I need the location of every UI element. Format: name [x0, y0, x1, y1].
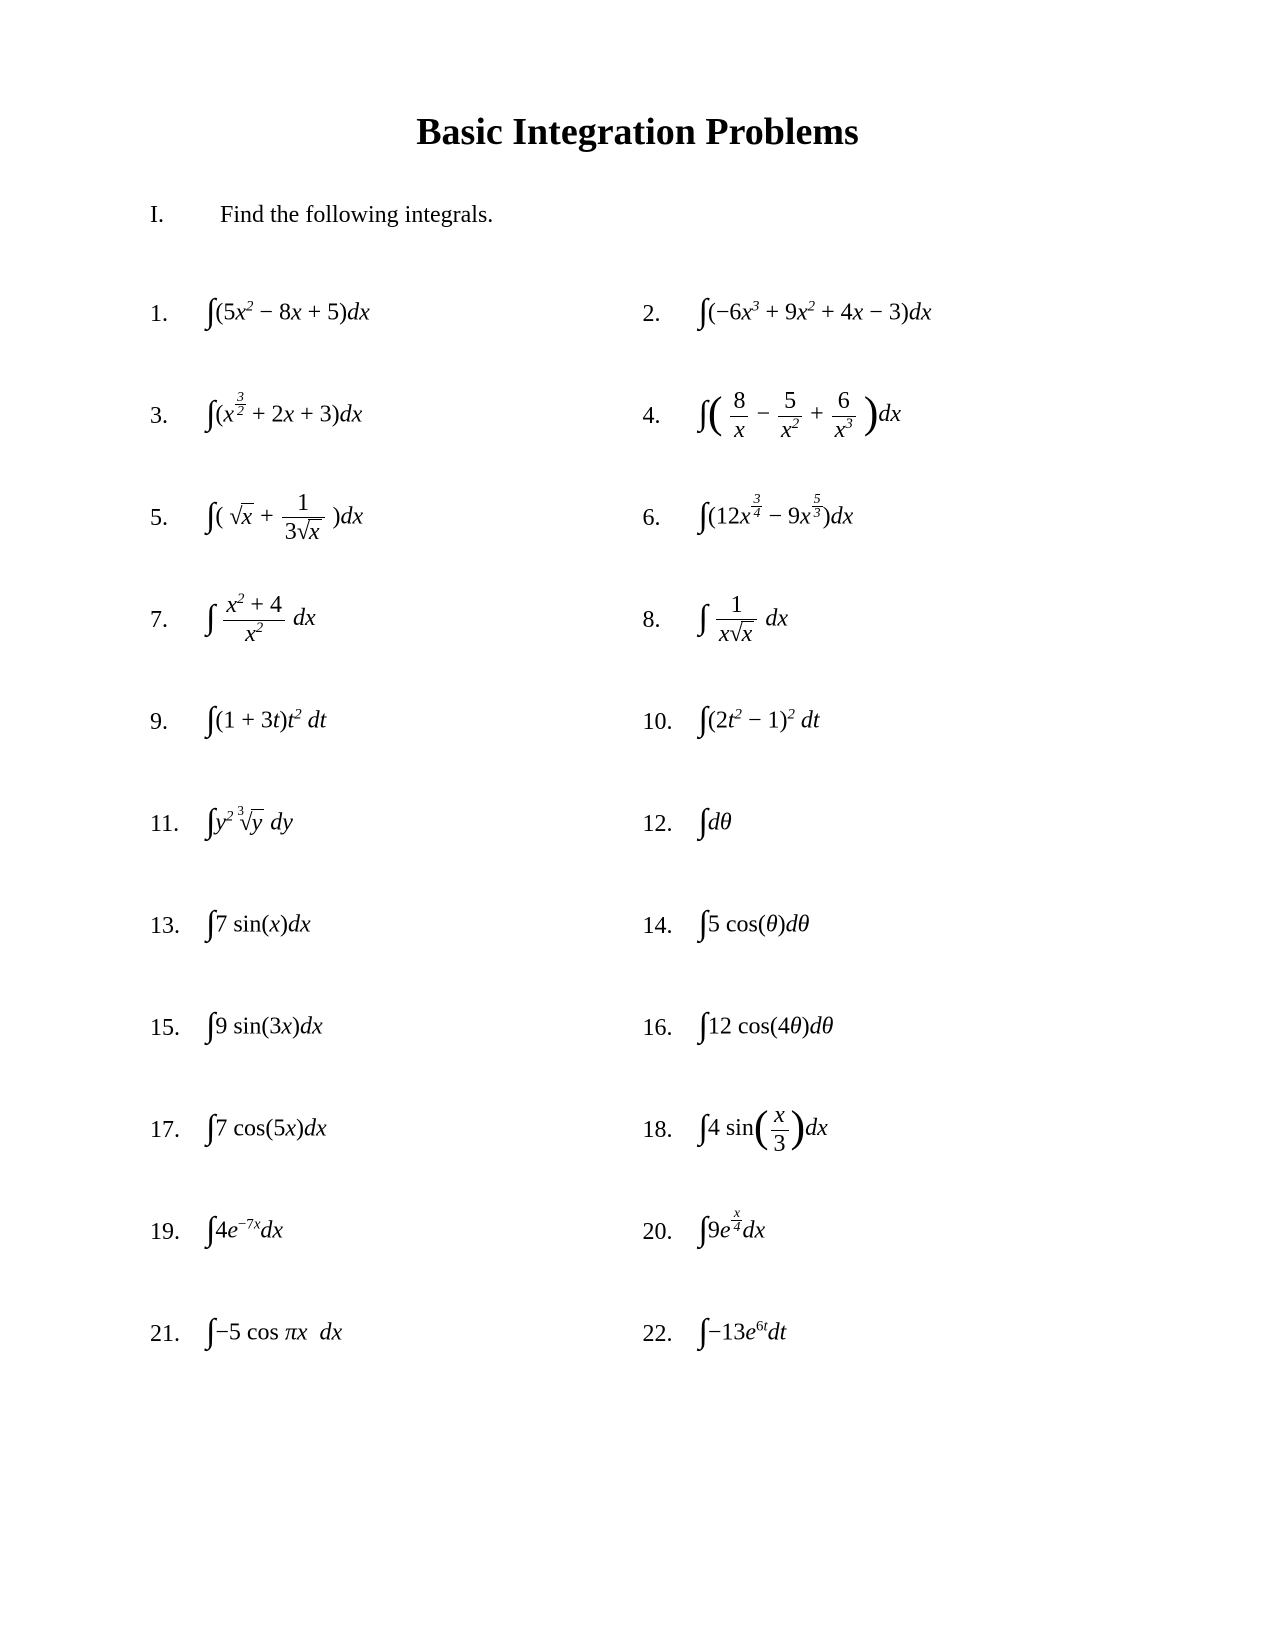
problem-number: 9.: [150, 709, 206, 736]
problem-expr: ∫(x32 + 2x + 3)dx: [206, 399, 362, 433]
problem-1: 1. ∫(5x2 − 8x + 5)dx: [150, 263, 643, 365]
problem-expr: ∫5 cos(θ)dθ: [699, 909, 810, 943]
problem-expr: ∫dθ: [699, 807, 732, 841]
problem-grid: 1. ∫(5x2 − 8x + 5)dx 2. ∫(−6x3 + 9x2 + 4…: [150, 263, 1135, 1385]
problem-3: 3. ∫(x32 + 2x + 3)dx: [150, 365, 643, 467]
problem-number: 13.: [150, 913, 206, 940]
problem-expr: ∫7 sin(x)dx: [206, 909, 311, 943]
problem-expr: ∫−5 cos πx dx: [206, 1317, 342, 1351]
problem-number: 16.: [643, 1015, 699, 1042]
problem-expr: ∫( √x + 13√x )dx: [206, 491, 363, 545]
problem-number: 14.: [643, 913, 699, 940]
problem-11: 11. ∫y2 3√y dy: [150, 773, 643, 875]
section-heading: I. Find the following integrals.: [150, 202, 1135, 229]
problem-number: 3.: [150, 403, 206, 430]
problem-21: 21. ∫−5 cos πx dx: [150, 1283, 643, 1385]
problem-12: 12. ∫dθ: [643, 773, 1136, 875]
problem-expr: ∫(−6x3 + 9x2 + 4x − 3)dx: [699, 297, 932, 331]
problem-number: 11.: [150, 811, 206, 838]
section-number: I.: [150, 202, 220, 229]
problem-16: 16. ∫12 cos(4θ)dθ: [643, 977, 1136, 1079]
problem-10: 10. ∫(2t2 − 1)2 dt: [643, 671, 1136, 773]
problem-20: 20. ∫9ex4dx: [643, 1181, 1136, 1283]
problem-7: 7. ∫ x2 + 4x2 dx: [150, 569, 643, 671]
problem-17: 17. ∫7 cos(5x)dx: [150, 1079, 643, 1181]
problem-expr: ∫(2t2 − 1)2 dt: [699, 705, 820, 739]
problem-expr: ∫9 sin(3x)dx: [206, 1011, 323, 1045]
problem-4: 4. ∫( 8x − 5x2 + 6x3 )dx: [643, 365, 1136, 467]
problem-number: 17.: [150, 1117, 206, 1144]
problem-expr: ∫y2 3√y dy: [206, 807, 293, 841]
problem-number: 19.: [150, 1219, 206, 1246]
problem-expr: ∫12 cos(4θ)dθ: [699, 1011, 834, 1045]
problem-number: 12.: [643, 811, 699, 838]
problem-number: 6.: [643, 505, 699, 532]
problem-number: 1.: [150, 301, 206, 328]
problem-expr: ∫9ex4dx: [699, 1215, 766, 1249]
problem-15: 15. ∫9 sin(3x)dx: [150, 977, 643, 1079]
problem-14: 14. ∫5 cos(θ)dθ: [643, 875, 1136, 977]
problem-expr: ∫4e−7xdx: [206, 1215, 283, 1249]
problem-number: 10.: [643, 709, 699, 736]
problem-8: 8. ∫ 1x√x dx: [643, 569, 1136, 671]
section-text: Find the following integrals.: [220, 202, 493, 229]
problem-5: 5. ∫( √x + 13√x )dx: [150, 467, 643, 569]
problem-number: 7.: [150, 607, 206, 634]
problem-number: 2.: [643, 301, 699, 328]
problem-expr: ∫−13e6tdt: [699, 1317, 787, 1351]
problem-13: 13. ∫7 sin(x)dx: [150, 875, 643, 977]
problem-expr: ∫ 1x√x dx: [699, 593, 788, 647]
problem-6: 6. ∫(12x34 − 9x53)dx: [643, 467, 1136, 569]
problem-expr: ∫ x2 + 4x2 dx: [206, 593, 316, 646]
problem-18: 18. ∫4 sin(x3)dx: [643, 1079, 1136, 1181]
problem-expr: ∫(12x34 − 9x53)dx: [699, 501, 854, 535]
worksheet-page: Basic Integration Problems I. Find the f…: [0, 0, 1275, 1650]
problem-number: 21.: [150, 1321, 206, 1348]
problem-22: 22. ∫−13e6tdt: [643, 1283, 1136, 1385]
problem-expr: ∫4 sin(x3)dx: [699, 1103, 828, 1156]
problem-expr: ∫( 8x − 5x2 + 6x3 )dx: [699, 389, 902, 442]
problem-number: 8.: [643, 607, 699, 634]
problem-expr: ∫(5x2 − 8x + 5)dx: [206, 297, 370, 331]
problem-number: 20.: [643, 1219, 699, 1246]
problem-9: 9. ∫(1 + 3t)t2 dt: [150, 671, 643, 773]
problem-expr: ∫7 cos(5x)dx: [206, 1113, 327, 1147]
page-title: Basic Integration Problems: [140, 110, 1135, 154]
problem-number: 18.: [643, 1117, 699, 1144]
problem-number: 15.: [150, 1015, 206, 1042]
problem-number: 4.: [643, 403, 699, 430]
problem-2: 2. ∫(−6x3 + 9x2 + 4x − 3)dx: [643, 263, 1136, 365]
problem-number: 22.: [643, 1321, 699, 1348]
problem-19: 19. ∫4e−7xdx: [150, 1181, 643, 1283]
problem-number: 5.: [150, 505, 206, 532]
problem-expr: ∫(1 + 3t)t2 dt: [206, 705, 326, 739]
